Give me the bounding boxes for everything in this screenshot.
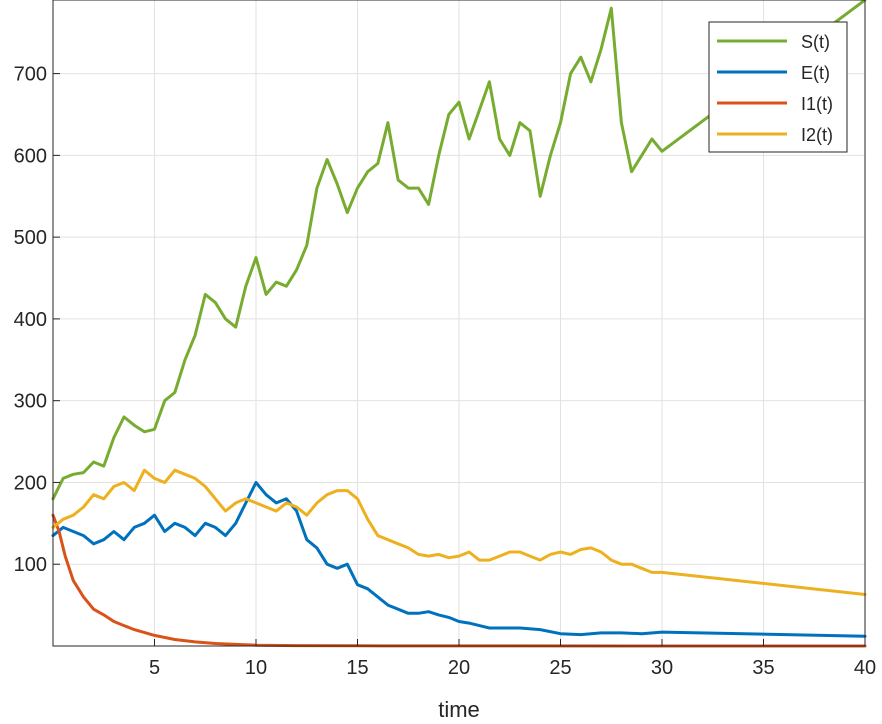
y-tick-label: 500	[14, 227, 47, 249]
legend-entry: S(t)	[801, 32, 830, 52]
y-tick-label: 300	[14, 391, 47, 413]
y-tick-label: 100	[14, 554, 47, 576]
y-tick-label: 200	[14, 472, 47, 494]
y-axis-ticks: 100 200 300 400 500 600 700	[14, 64, 60, 576]
x-axis-ticks: 5 10 15 20 25 30 35 40	[149, 639, 876, 679]
x-tick-label: 35	[752, 657, 774, 679]
x-tick-label: 25	[549, 657, 571, 679]
x-tick-label: 5	[149, 657, 160, 679]
y-tick-label: 700	[14, 64, 47, 86]
x-tick-label: 40	[854, 657, 876, 679]
legend-entry: E(t)	[801, 63, 830, 83]
x-tick-label: 15	[346, 657, 368, 679]
series-line-et	[51, 481, 867, 638]
x-tick-label: 20	[448, 657, 470, 679]
series-line-i2t	[51, 468, 867, 596]
y-tick-label: 400	[14, 309, 47, 331]
x-tick-label: 30	[651, 657, 673, 679]
x-tick-label: 10	[245, 657, 267, 679]
series-line-st	[51, 0, 867, 501]
legend-entry: I1(t)	[801, 94, 833, 114]
y-tick-label: 600	[14, 145, 47, 167]
legend: S(t) E(t) I1(t) I2(t)	[708, 21, 848, 153]
legend-entry: I2(t)	[801, 125, 833, 145]
x-axis-label: time	[438, 697, 480, 722]
legend-box	[708, 21, 848, 153]
